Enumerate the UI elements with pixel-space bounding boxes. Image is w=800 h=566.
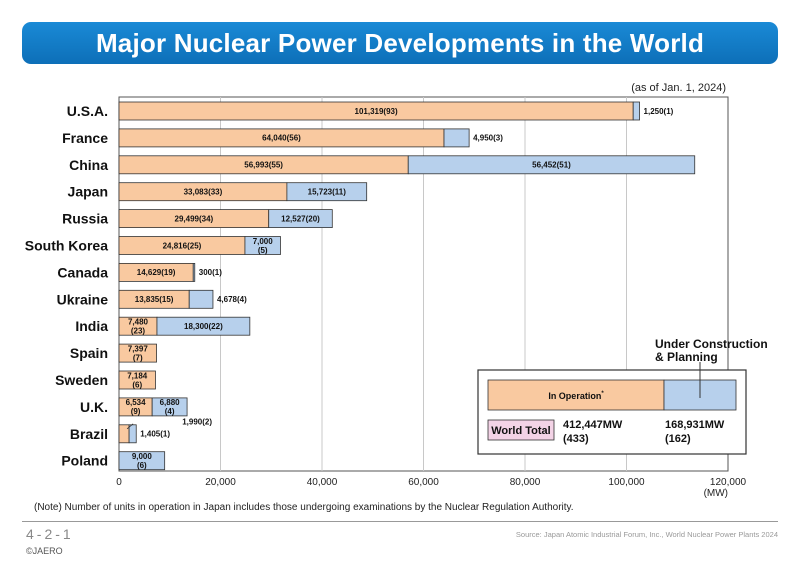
data-label-operation: 1,990(2)	[182, 418, 212, 427]
bar-construction	[244, 236, 281, 255]
x-tick-label: 120,000	[710, 477, 747, 488]
world-total-badge	[487, 419, 555, 441]
category-label: U.S.A.	[67, 103, 108, 119]
data-label-operation: 64,040(56)	[262, 134, 301, 143]
data-label-construction: (4)	[165, 407, 175, 416]
data-label-operation: 29,499(34)	[175, 214, 214, 223]
legend-label-construction: & Planning	[655, 350, 718, 364]
data-label-construction: 1,405(1)	[140, 430, 170, 439]
data-label-construction: (5)	[258, 246, 268, 255]
data-label-construction: 56,452(51)	[532, 161, 571, 170]
bar-construction	[192, 262, 196, 282]
x-tick-labels: 0 20,000 40,000 60,000 80,000 100,000 120,000	[116, 477, 746, 488]
source-credit: Source: Japan Atomic Industrial Forum, I…	[515, 530, 778, 539]
legend-box: In Operation* Under Construction& Plannin…	[477, 337, 768, 455]
x-tick-label: 100,000	[608, 477, 645, 488]
category-label: China	[69, 157, 108, 173]
x-tick-label: 0	[116, 477, 122, 488]
category-label: U.K.	[80, 399, 108, 415]
world-total-label: World Total	[491, 425, 550, 437]
x-tick-label: 60,000	[408, 477, 439, 488]
bar-construction	[156, 316, 251, 336]
bar-construction	[407, 155, 696, 175]
category-label: Sweden	[55, 372, 108, 388]
data-label-operation: 7,480	[128, 318, 149, 327]
legend-label-operation: In Operation*	[548, 391, 604, 401]
data-label-construction: 18,300(22)	[184, 322, 223, 331]
data-label-operation: (7)	[133, 353, 143, 362]
category-labels: U.S.A. France China Japan Russia South Korea C…	[25, 103, 108, 469]
data-label-construction: 4,950(3)	[473, 134, 503, 143]
bar-construction	[151, 397, 188, 417]
page-title: Major Nuclear Power Developments in the …	[95, 28, 705, 58]
data-label-operation: 13,835(15)	[135, 295, 174, 304]
data-label-construction: 15,723(11)	[308, 188, 347, 197]
footnote: (Note) Number of units in operation in J…	[34, 502, 574, 513]
bar-construction	[118, 451, 166, 471]
data-label-operation: 24,816(25)	[163, 241, 202, 250]
x-tick-label: 40,000	[307, 477, 338, 488]
category-label: France	[62, 130, 108, 146]
world-total-operation: 412,447MW	[563, 419, 623, 431]
category-label: Russia	[62, 211, 108, 227]
data-label-construction: 7,000	[253, 237, 274, 246]
bar-construction	[286, 182, 368, 202]
data-label-operation: 6,534	[126, 398, 147, 407]
leader-line	[126, 423, 134, 430]
data-label-operation: 33,083(33)	[184, 188, 223, 197]
data-label-operation: (9)	[131, 407, 141, 416]
data-label-construction: 300(1)	[199, 268, 222, 277]
bar-operation	[118, 343, 157, 363]
world-total-construction: (162)	[665, 433, 691, 445]
x-tick-label: 20,000	[205, 477, 236, 488]
data-label-operation: 7,397	[128, 344, 149, 353]
x-unit-label: (MW)	[704, 488, 728, 499]
category-label: Japan	[68, 184, 108, 200]
bar-construction	[128, 424, 137, 444]
bar-construction	[632, 101, 640, 121]
data-label-operation: 101,319(93)	[355, 107, 398, 116]
category-label: Poland	[61, 453, 108, 469]
legend-swatch-operation	[487, 379, 665, 411]
bars-group: 101,319(93) 1,250(1) 64,040(56) 4,950(3) 56,…	[118, 101, 696, 471]
data-label-operation: (23)	[131, 327, 146, 336]
bar-operation	[118, 370, 156, 390]
data-label-construction: 1,250(1)	[644, 107, 674, 116]
title-banner: Major Nuclear Power Developments in the …	[22, 22, 778, 64]
copyright: ©JAERO	[26, 546, 63, 556]
category-label: South Korea	[25, 238, 108, 254]
bar-construction	[188, 289, 214, 309]
category-label: Spain	[70, 345, 108, 361]
data-label-construction: (6)	[137, 461, 147, 470]
data-label-construction: 6,880	[160, 398, 181, 407]
data-label-construction: 9,000	[132, 452, 153, 461]
data-label-construction: 4,678(4)	[217, 295, 247, 304]
footer-divider	[22, 521, 778, 522]
category-label: Brazil	[70, 426, 108, 442]
legend-label-construction: Under Construction	[655, 337, 768, 351]
bar-construction	[268, 209, 333, 229]
category-label: India	[75, 318, 108, 334]
category-label: Canada	[57, 264, 108, 280]
bar-construction	[443, 128, 470, 148]
data-label-construction: 12,527(20)	[281, 214, 320, 223]
bar-operation	[118, 424, 130, 444]
category-label: Ukraine	[57, 291, 109, 307]
as-of-date: (as of Jan. 1, 2024)	[631, 82, 726, 94]
world-total-construction: 168,931MW	[665, 419, 725, 431]
data-label-operation: 14,629(19)	[137, 268, 176, 277]
x-tick-label: 80,000	[510, 477, 541, 488]
data-label-operation: 56,993(55)	[244, 161, 283, 170]
data-label-operation: 7,184	[127, 371, 148, 380]
data-label-operation: (6)	[132, 380, 142, 389]
legend-mark: *	[601, 391, 604, 397]
world-total-operation: (433)	[563, 433, 589, 445]
page-number: 4-2-1	[26, 526, 74, 542]
